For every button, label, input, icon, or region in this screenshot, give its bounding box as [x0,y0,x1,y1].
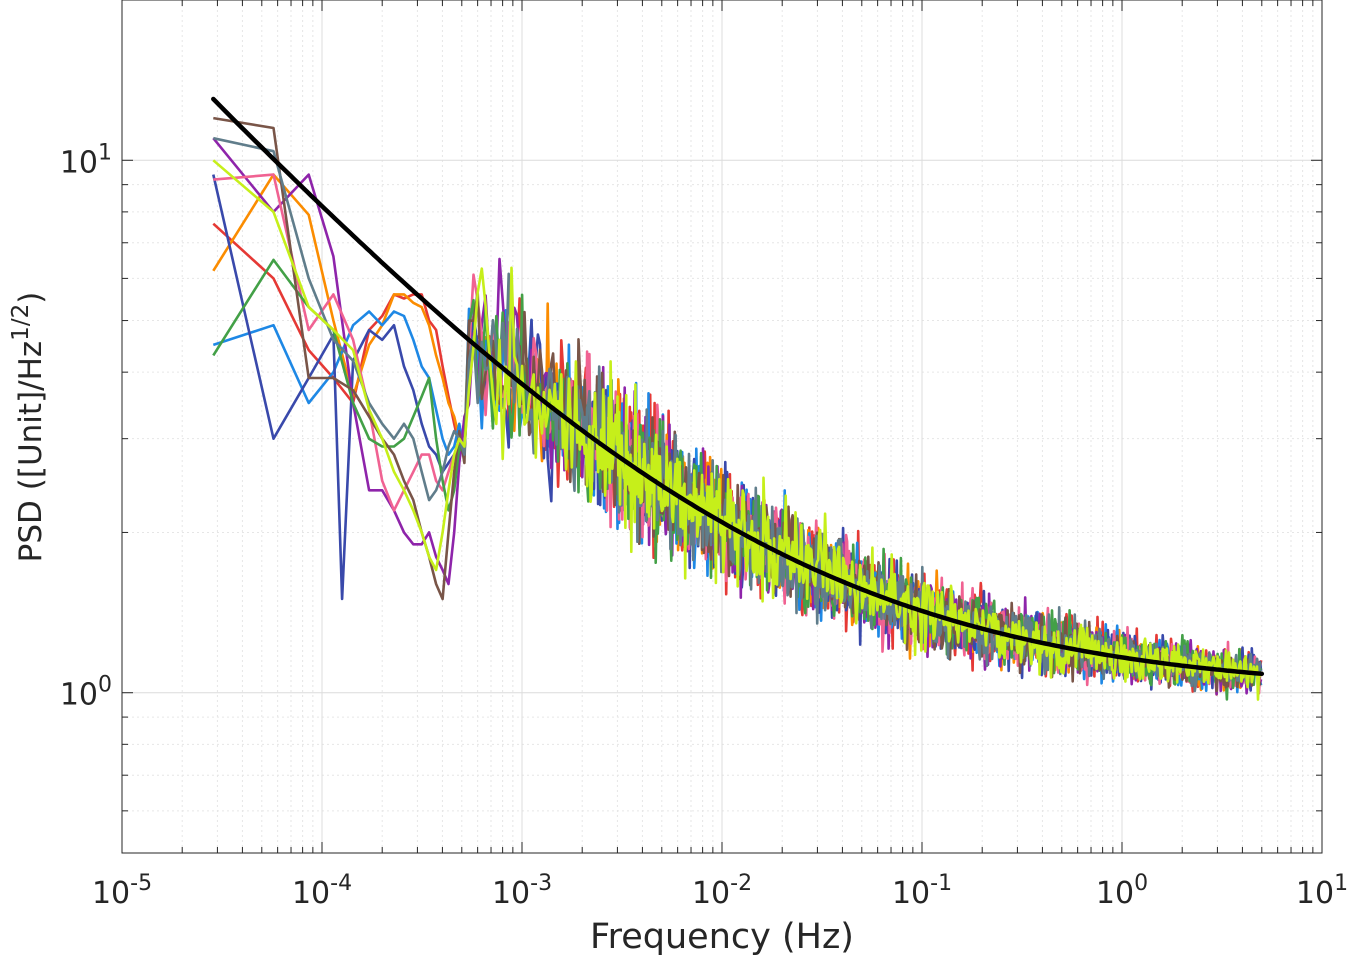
x-tick-label: 10-1 [892,871,952,911]
fit-curve-line [211,96,1265,677]
x-tick-base: 10 [892,876,930,911]
x-tick-exponent: -4 [330,871,352,896]
x-tick-label: 10-4 [292,871,352,911]
x-tick-base: 10 [292,876,330,911]
x-tick-base: 10 [1296,876,1334,911]
x-tick-base: 10 [92,876,130,911]
y-tick-base: 10 [60,678,98,713]
x-tick-label: 10-5 [92,871,152,911]
fit-layer [211,96,1265,677]
y-tick-exponent: 0 [98,673,112,698]
x-tick-base: 10 [1096,876,1134,911]
x-axis-label: Frequency (Hz) [590,917,854,956]
y-axis-label: PSD ([Unit]/Hz1/2) [8,292,49,563]
x-tick-label: 100 [1096,871,1148,911]
tick-marks [121,0,1323,853]
x-tick-exponent: 0 [1134,871,1148,896]
y-tick-label: 101 [60,140,112,180]
x-tick-exponent: -5 [130,871,152,896]
y-axis-label-base: PSD ([Unit]/Hz [13,341,49,563]
y-axis-label-close: ) [13,292,49,304]
y-tick-label: 100 [60,673,112,713]
x-tick-exponent: -1 [930,871,952,896]
x-tick-label: 10-2 [692,871,752,911]
x-tick-exponent: -2 [730,871,752,896]
x-tick-exponent: 1 [1334,871,1348,896]
x-tick-label: 10-3 [492,871,552,911]
x-tick-exponent: -3 [530,871,552,896]
x-tick-base: 10 [492,876,530,911]
x-tick-labels: 10-5 10-4 10-3 10-2 10-1 100 101 [92,871,1348,911]
y-tick-exponent: 1 [98,140,112,165]
y-axis-label-superscript: 1/2 [8,304,34,341]
y-tick-base: 10 [60,145,98,180]
x-tick-label: 101 [1296,871,1348,911]
x-tick-base: 10 [692,876,730,911]
